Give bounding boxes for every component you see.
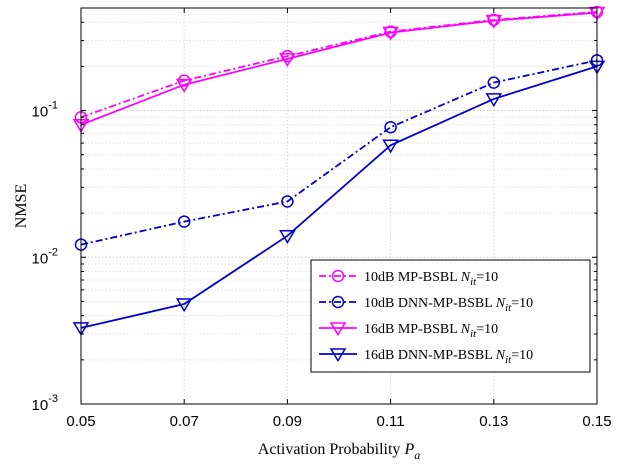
data-point bbox=[382, 139, 399, 154]
plot-frame bbox=[80, 7, 598, 405]
y-tick-base: 10 bbox=[32, 250, 49, 267]
legend-box bbox=[310, 259, 591, 373]
series-line bbox=[80, 11, 598, 126]
data-point bbox=[175, 298, 193, 313]
y-tick-labels: 10-110-210-3 bbox=[32, 100, 58, 414]
y-tick-label: 10-2 bbox=[32, 246, 58, 267]
y-axis-label: NMSE bbox=[13, 184, 30, 228]
x-tick-labels: 0.05 0.07 0.09 0.11 0.13 0.15 bbox=[66, 413, 611, 430]
legend-entry: 10dB MP-BSBL Nit=10 bbox=[319, 269, 498, 288]
data-point bbox=[175, 78, 193, 93]
data-point bbox=[485, 14, 503, 29]
y-tick-exponent: -1 bbox=[48, 100, 58, 112]
y-tick-label: 10-3 bbox=[32, 393, 58, 414]
x-tick-label: 0.05 bbox=[66, 413, 95, 430]
series-layer bbox=[72, 5, 606, 337]
x-axis-label-subscript: a bbox=[414, 448, 420, 462]
x-tick-label: 0.13 bbox=[479, 413, 508, 430]
data-point bbox=[279, 53, 296, 67]
x-axis-label-symbol: P bbox=[403, 441, 414, 458]
legend-label: 10dB DNN-MP-BSBL Nit=10 bbox=[364, 296, 533, 314]
data-point bbox=[382, 26, 399, 41]
legend-label: 16dB MP-BSBL Nit=10 bbox=[364, 322, 498, 340]
data-point bbox=[177, 215, 191, 228]
legend-marker bbox=[329, 322, 347, 337]
x-axis-label-text: Activation Probability bbox=[258, 441, 401, 458]
data-point bbox=[281, 195, 294, 208]
legend-entry: 10dB DNN-MP-BSBL Nit=10 bbox=[319, 295, 533, 314]
x-tick-label: 0.15 bbox=[582, 413, 611, 430]
data-point bbox=[487, 76, 501, 89]
legend-label: 10dB MP-BSBL Nit=10 bbox=[364, 270, 498, 288]
data-point bbox=[384, 120, 397, 134]
y-tick-base: 10 bbox=[32, 104, 49, 121]
y-tick-exponent: -2 bbox=[48, 246, 58, 258]
y-tick-exponent: -3 bbox=[48, 393, 58, 405]
legend-entry: 16dB DNN-MP-BSBL Nit=10 bbox=[319, 348, 533, 366]
legend-marker bbox=[331, 295, 345, 309]
legend-entry: 16dB MP-BSBL Nit=10 bbox=[319, 322, 498, 340]
data-point bbox=[485, 93, 503, 108]
x-tick-label: 0.07 bbox=[170, 413, 199, 430]
data-point bbox=[177, 74, 191, 87]
legend-label: 16dB DNN-MP-BSBL Nit=10 bbox=[364, 348, 533, 366]
x-tick-label: 0.09 bbox=[273, 413, 302, 430]
x-tick-label: 0.11 bbox=[377, 413, 405, 430]
data-point bbox=[279, 230, 296, 244]
series-line bbox=[80, 59, 598, 246]
legend: 10dB MP-BSBL Nit=10 10dB DNN-MP-BSBL Nit=… bbox=[310, 259, 591, 373]
series-line bbox=[80, 11, 598, 119]
axis-ticks bbox=[80, 7, 598, 405]
y-tick-base: 10 bbox=[32, 397, 49, 414]
y-tick-label: 10-1 bbox=[32, 100, 58, 121]
series-line bbox=[80, 65, 598, 329]
legend-marker bbox=[329, 348, 347, 363]
x-axis-label: Activation Probability Pa bbox=[258, 441, 420, 462]
legend-marker bbox=[331, 269, 345, 283]
